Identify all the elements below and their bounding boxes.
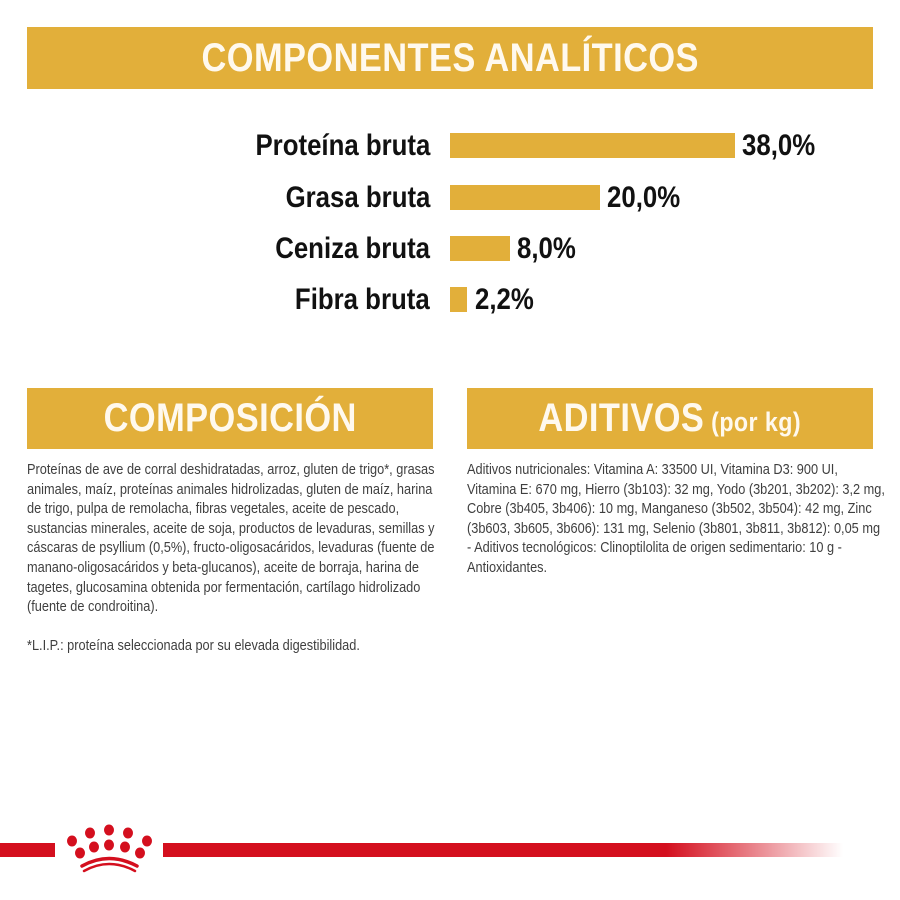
- composition-banner: COMPOSICIÓN: [27, 388, 433, 449]
- additives-title: ADITIVOS: [538, 396, 705, 440]
- analytical-components-banner: COMPONENTES ANALÍTICOS: [27, 27, 873, 89]
- brand-line-left: [0, 843, 55, 857]
- composition-footnote: *L.I.P.: proteína seleccionada por su el…: [27, 637, 360, 655]
- chart-row-ceniza: Ceniza bruta 8,0%: [0, 232, 900, 265]
- chart-value: 2,2%: [475, 283, 534, 316]
- chart-bar: [450, 133, 735, 158]
- chart-label: Fibra bruta: [295, 283, 430, 316]
- chart-label: Proteína bruta: [255, 129, 430, 162]
- chart-label: Grasa bruta: [285, 181, 430, 214]
- composition-section: Proteínas de ave de corral deshidratadas…: [27, 460, 447, 656]
- composition-text: Proteínas de ave de corral deshidratadas…: [27, 461, 435, 616]
- composition-title: COMPOSICIÓN: [103, 396, 357, 440]
- chart-value: 38,0%: [742, 129, 816, 162]
- chart-value: 20,0%: [607, 181, 681, 214]
- brand-line-right: [163, 843, 843, 857]
- crown-icon: [67, 824, 152, 873]
- chart-label: Ceniza bruta: [275, 232, 430, 265]
- chart-value: 8,0%: [517, 232, 576, 265]
- additives-text: Aditivos nutricionales: Vitamina A: 3350…: [467, 461, 885, 576]
- additives-banner: ADITIVOS (por kg): [467, 388, 873, 449]
- additives-section: Aditivos nutricionales: Vitamina A: 3350…: [467, 460, 887, 578]
- chart-row-proteina: Proteína bruta 38,0%: [0, 129, 900, 162]
- analytical-components-title: COMPONENTES ANALÍTICOS: [201, 35, 699, 80]
- additives-title-wrap: ADITIVOS (por kg): [539, 396, 802, 441]
- chart-row-fibra: Fibra bruta 2,2%: [0, 283, 900, 316]
- chart-bar: [450, 185, 600, 210]
- chart-row-grasa: Grasa bruta 20,0%: [0, 181, 900, 214]
- chart-bar: [450, 236, 510, 261]
- additives-title-suffix: (por kg): [711, 407, 802, 437]
- chart-bar: [450, 287, 467, 312]
